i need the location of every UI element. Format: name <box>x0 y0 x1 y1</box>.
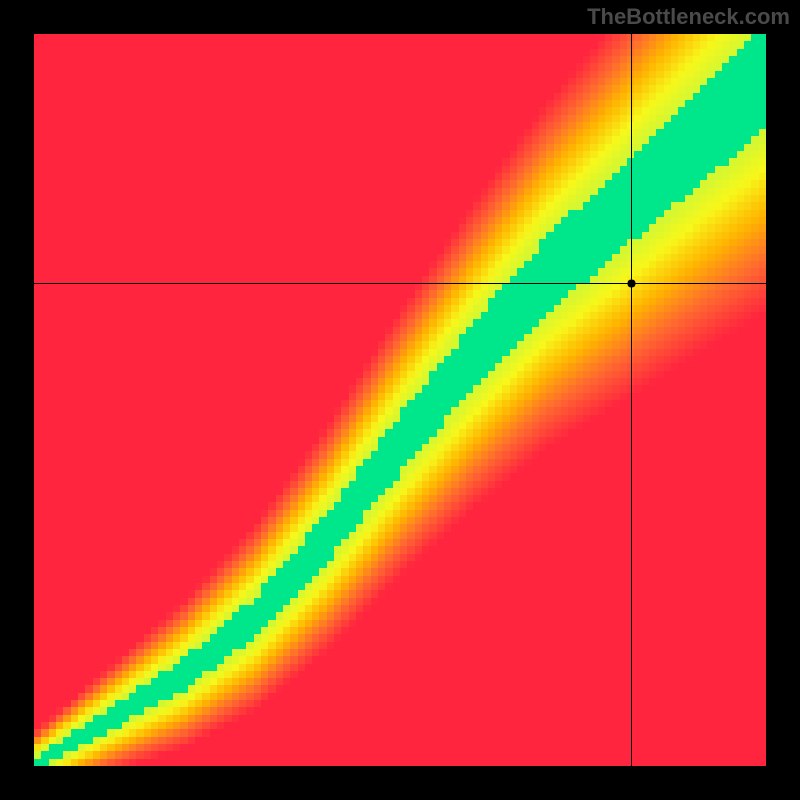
chart-container: TheBottleneck.com <box>0 0 800 800</box>
heatmap-plot <box>34 34 766 766</box>
watermark-text: TheBottleneck.com <box>587 4 790 30</box>
heatmap-canvas <box>34 34 766 766</box>
